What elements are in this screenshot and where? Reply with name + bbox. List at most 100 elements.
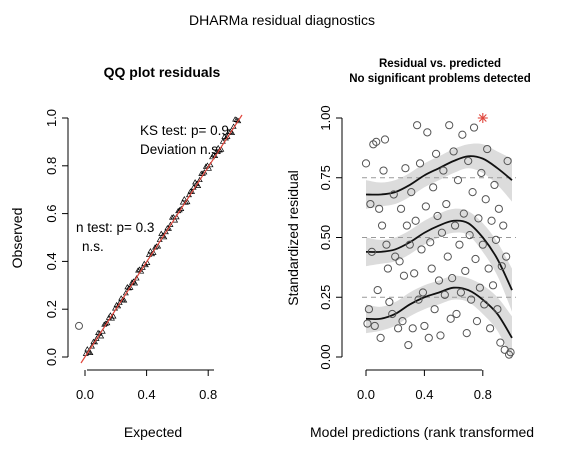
residual-point	[475, 283, 484, 292]
residual-point	[461, 266, 470, 276]
residual-point	[468, 187, 477, 197]
residual-point	[408, 324, 417, 333]
quantile-fit-line	[365, 155, 513, 196]
qq-point	[232, 116, 239, 122]
residual-point	[478, 240, 487, 249]
qq-point	[169, 214, 176, 220]
qq-y-tick-label: 0.4	[44, 252, 59, 270]
residual-point	[372, 137, 381, 146]
residual-point	[385, 297, 394, 307]
residual-point	[380, 135, 390, 144]
qq-point	[202, 163, 209, 169]
qq-point	[127, 284, 134, 290]
residual-point	[455, 240, 464, 249]
residual-y-tick-label: 0.00	[318, 344, 333, 369]
residual-point	[440, 290, 449, 299]
residual-x-tick-label: 0.0	[357, 387, 375, 402]
residual-point	[480, 300, 489, 309]
qq-point	[104, 319, 111, 326]
residual-point	[364, 305, 374, 314]
residual-point	[442, 199, 451, 209]
residual-point	[401, 164, 410, 173]
qq-y-tick-label: 1.0	[44, 109, 59, 127]
quantile-band	[366, 275, 512, 360]
residual-point	[486, 324, 495, 333]
residual-point	[437, 228, 447, 237]
figure-title: DHARMa residual diagnostics	[189, 12, 375, 28]
residual-point	[426, 238, 435, 247]
qq-x-tick-label: 0.8	[199, 387, 217, 402]
residual-point	[450, 221, 460, 230]
residual-y-tick-label: 0.75	[318, 165, 333, 190]
residual-point	[456, 288, 465, 297]
qq-point	[110, 313, 117, 319]
residual-point	[410, 269, 419, 278]
residual-point	[395, 257, 404, 266]
qq-point	[148, 250, 155, 257]
residual-point	[472, 317, 482, 326]
qq-y-ticks: 0.0 0.2 0.4 0.6 0.8 1.0	[44, 109, 68, 366]
qq-point	[93, 335, 100, 341]
residual-point	[417, 245, 426, 254]
qq-point	[219, 138, 226, 144]
qq-point	[95, 329, 102, 336]
qq-point	[189, 188, 196, 194]
residual-point	[423, 128, 432, 137]
qq-point	[98, 333, 105, 339]
qq-point	[87, 349, 94, 355]
residual-x-ticks: 0.0 0.4 0.8	[357, 370, 492, 402]
quantile-confidence-bands	[366, 143, 512, 360]
residual-point	[494, 204, 503, 213]
qq-point	[121, 297, 128, 303]
qq-point	[135, 267, 142, 273]
qq-x-axis-label: Expected	[124, 424, 182, 440]
qq-point	[84, 346, 91, 352]
residual-point	[484, 264, 493, 273]
residual-point	[467, 295, 476, 304]
residual-point	[398, 317, 407, 326]
quantile-fit-line	[365, 219, 513, 291]
residual-point	[490, 180, 499, 190]
residual-point	[497, 262, 506, 271]
residual-point	[391, 252, 400, 261]
residual-y-tick-label: 1.00	[318, 105, 333, 130]
qq-point	[216, 147, 223, 153]
qq-point	[132, 280, 139, 286]
residual-point	[369, 140, 378, 149]
residual-x-tick-label: 0.4	[415, 387, 433, 402]
qq-outlier-group	[75, 321, 83, 330]
residual-point	[377, 221, 387, 230]
residual-point	[481, 195, 490, 204]
residual-point	[462, 329, 471, 338]
residual-point	[376, 333, 385, 342]
residual-point	[496, 338, 505, 347]
qq-y-tick-label: 0.0	[44, 348, 59, 366]
qq-point	[162, 228, 169, 235]
qq-point	[92, 338, 99, 345]
residual-point	[499, 221, 508, 230]
qq-point	[179, 199, 186, 205]
residual-point	[500, 345, 509, 354]
residual-point	[453, 176, 463, 185]
dispersion-test-label: n test: p= 0.3	[76, 220, 154, 235]
qq-point	[147, 248, 154, 254]
qq-y-axis-label: Observed	[9, 208, 25, 269]
quantile-reference-lines	[362, 177, 516, 298]
residual-vs-predicted-panel: Residual vs. predicted No significant pr…	[285, 58, 534, 440]
residual-y-ticks: 0.00 0.25 0.50 0.75 1.00	[318, 105, 342, 370]
residual-point	[407, 187, 416, 197]
residual-point	[413, 121, 422, 130]
residual-point	[402, 221, 411, 230]
residual-point	[452, 309, 461, 319]
residual-point	[502, 252, 511, 261]
residual-y-axis-label: Standardized residual	[285, 170, 301, 305]
residual-point	[464, 156, 473, 166]
qq-point	[165, 225, 172, 231]
residual-point	[493, 305, 502, 314]
residual-point	[446, 314, 455, 323]
residual-point	[394, 324, 403, 333]
qq-point	[195, 182, 202, 188]
qq-y-tick-label: 0.8	[44, 157, 59, 175]
residual-point	[427, 264, 436, 273]
residual-point	[361, 159, 371, 168]
